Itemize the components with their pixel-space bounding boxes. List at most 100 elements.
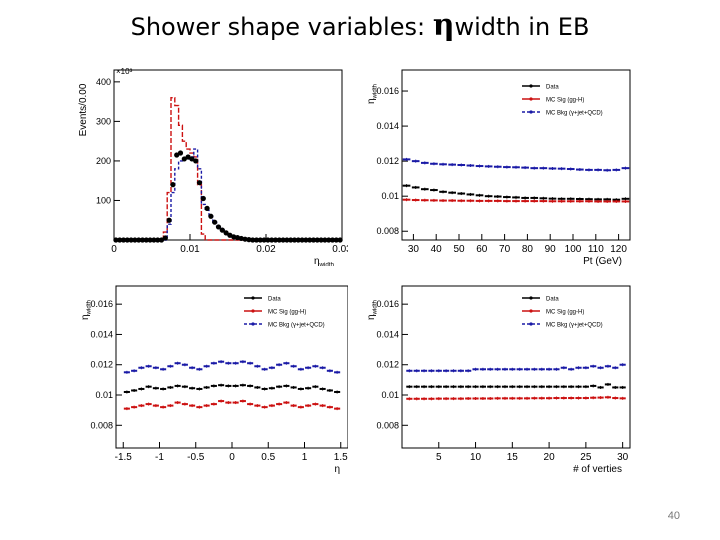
data-point bbox=[223, 230, 229, 236]
y-axis-label: ηwidth bbox=[80, 299, 93, 320]
data-point bbox=[291, 237, 298, 243]
legend-label: MC Bkg (γ+jet+QCD) bbox=[268, 323, 325, 329]
legend-label: Data bbox=[546, 297, 559, 303]
data-point bbox=[132, 237, 138, 243]
data-point bbox=[155, 237, 161, 243]
data-point bbox=[307, 237, 313, 243]
data-point bbox=[117, 237, 123, 243]
legend-label: Data bbox=[546, 85, 559, 91]
data-point bbox=[166, 217, 172, 223]
y-tick-label: 0.012 bbox=[376, 360, 399, 370]
y-tick-label: 0.016 bbox=[376, 299, 399, 309]
legend-marker-data bbox=[529, 84, 533, 88]
data-point bbox=[215, 224, 222, 230]
data-point bbox=[269, 237, 275, 243]
legend-label: MC Sig (gg-H) bbox=[546, 98, 584, 104]
x-tick-label: 0.5 bbox=[261, 452, 275, 463]
legend-label: MC Bkg (γ+jet+QCD) bbox=[546, 111, 603, 117]
data-point bbox=[136, 237, 142, 243]
y-tick-label: 100 bbox=[96, 195, 111, 205]
x-tick-label: -1.5 bbox=[115, 452, 133, 463]
legend-label: MC Sig (gg-H) bbox=[268, 310, 306, 316]
data-point bbox=[322, 237, 328, 243]
x-axis-label: ηwidth bbox=[314, 256, 335, 266]
data-point bbox=[204, 205, 210, 211]
y-axis-label: ηwidth bbox=[366, 83, 379, 104]
x-tick-label: 10 bbox=[470, 452, 482, 463]
y-tick-label: 0.008 bbox=[376, 226, 399, 236]
data-point bbox=[242, 236, 248, 242]
x-tick-label: 5 bbox=[436, 452, 442, 463]
data-point bbox=[329, 237, 336, 243]
width-vs-eta-panel: -1.5 -1 -0.5 0 0.5 1 1.5 0.008 0.01 0.012 0.014 0.0… bbox=[80, 285, 348, 474]
data-point bbox=[314, 237, 320, 243]
width-vs-pt-panel: 30 40 50 60 70 80 90 100 110 120 0.008 0.01 0.012 0.0… bbox=[366, 69, 631, 266]
data-point bbox=[208, 213, 214, 219]
x-tick-label: -1 bbox=[155, 452, 164, 463]
data-point bbox=[299, 237, 305, 243]
data-point bbox=[151, 237, 157, 243]
y-tick-label: 200 bbox=[96, 156, 111, 166]
x-tick-label: 1 bbox=[302, 452, 308, 463]
data-point bbox=[170, 182, 176, 188]
data-point bbox=[139, 237, 146, 243]
y-tick-label: 0.012 bbox=[376, 156, 399, 166]
x-tick-label: 60 bbox=[476, 244, 488, 255]
data-point bbox=[128, 237, 134, 243]
title-eta-symbol: η bbox=[432, 8, 455, 43]
x-tick-label: 90 bbox=[545, 244, 557, 255]
x-tick-label: 0.03 bbox=[332, 244, 348, 255]
data-point bbox=[265, 237, 271, 243]
x-axis-label: η bbox=[334, 464, 340, 474]
x-tick-label: 120 bbox=[610, 244, 627, 255]
y-tick-label: 0.01 bbox=[95, 390, 113, 400]
legend-marker-bkg bbox=[529, 322, 533, 326]
y-axis-label: ηwidth bbox=[366, 299, 379, 320]
y-tick-label: 300 bbox=[96, 116, 111, 126]
y-tick-label: 400 bbox=[96, 77, 111, 87]
legend-marker-sig bbox=[529, 97, 533, 101]
x-tick-label: 0 bbox=[111, 244, 117, 255]
data-point bbox=[257, 237, 263, 243]
legend-marker-data bbox=[251, 296, 255, 300]
y-tick-label: 0.01 bbox=[381, 191, 399, 201]
x-tick-label: -0.5 bbox=[187, 452, 205, 463]
legend-marker-bkg bbox=[529, 110, 533, 114]
histogram-panel: 0 0.01 0.02 0.03 100 200 300 400 Events/0.00 ×10³… bbox=[78, 67, 348, 266]
x-tick-label: 110 bbox=[588, 244, 604, 255]
y-tick-label: 0.016 bbox=[376, 86, 399, 96]
data-point bbox=[318, 237, 324, 243]
title-suffix: width in EB bbox=[454, 13, 590, 41]
x-tick-label: 0 bbox=[229, 452, 235, 463]
y-tick-label: 0.008 bbox=[90, 420, 113, 430]
legend-marker-data bbox=[529, 296, 533, 300]
data-point bbox=[337, 237, 343, 243]
legend-marker-sig bbox=[529, 309, 533, 313]
x-tick-label: 80 bbox=[522, 244, 534, 255]
data-point bbox=[272, 237, 279, 243]
data-point bbox=[333, 237, 339, 243]
legend-marker-sig bbox=[251, 309, 255, 313]
data-point bbox=[177, 150, 184, 156]
y-tick-label: 0.014 bbox=[90, 329, 113, 339]
data-point bbox=[196, 180, 203, 186]
plot-frame bbox=[113, 69, 343, 241]
legend-label: MC Bkg (γ+jet+QCD) bbox=[546, 323, 603, 329]
y-tick-label: 0.016 bbox=[90, 299, 113, 309]
x-tick-label: 0.02 bbox=[256, 244, 276, 255]
x-tick-label: 1.5 bbox=[334, 452, 348, 463]
y-tick-label: 0.012 bbox=[90, 360, 113, 370]
x-tick-label: 100 bbox=[565, 244, 582, 255]
plot-frame bbox=[401, 285, 631, 449]
data-point bbox=[200, 195, 206, 202]
data-point bbox=[193, 158, 199, 164]
data-point bbox=[303, 237, 309, 243]
plot-frame bbox=[401, 69, 631, 241]
y-tick-label: 0.008 bbox=[376, 420, 399, 430]
data-point bbox=[219, 227, 225, 233]
x-tick-label: 25 bbox=[580, 452, 592, 463]
x-tick-label: 15 bbox=[507, 452, 519, 463]
y-tick-label: 0.014 bbox=[376, 329, 399, 339]
y-tick-label: 0.014 bbox=[376, 121, 399, 131]
width-vs-nvtx-panel: 5 10 15 20 25 30 0.008 0.01 0.012 0.014 0.016ηwidt… bbox=[366, 285, 631, 474]
